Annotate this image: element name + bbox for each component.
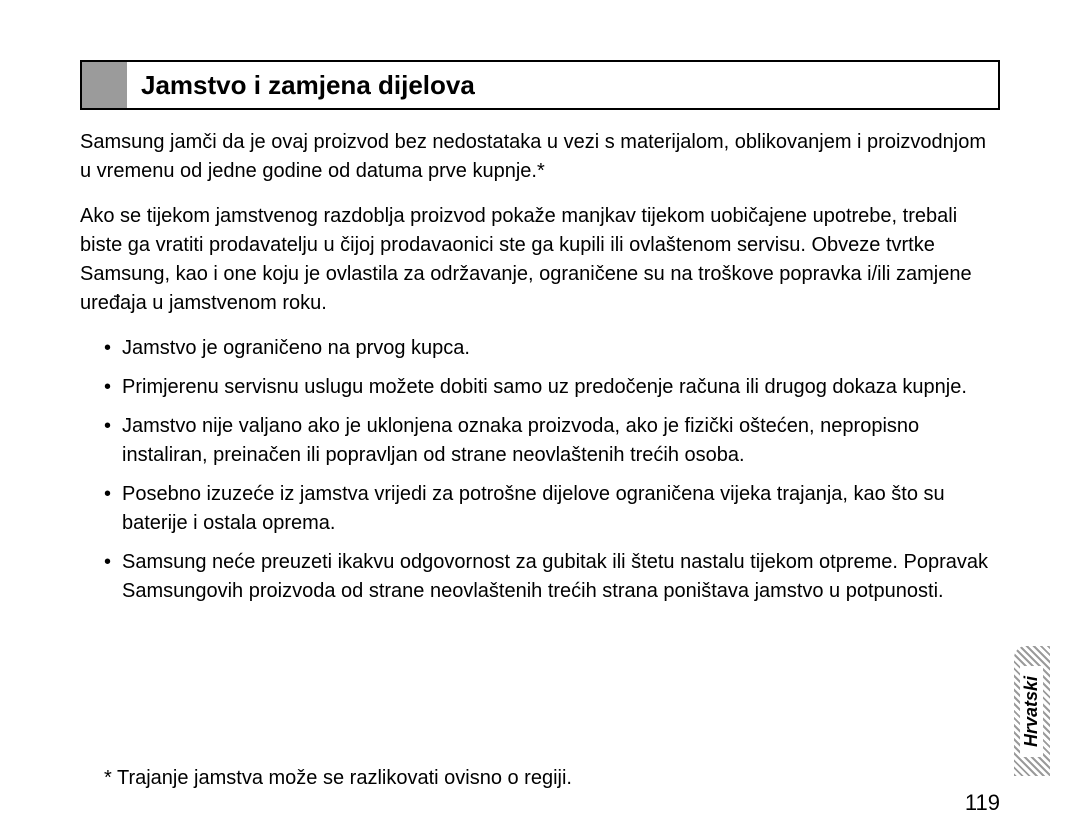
bullet-list: Jamstvo je ograničeno na prvog kupca. Pr…	[80, 334, 1000, 606]
list-item: Primjerenu servisnu uslugu možete dobiti…	[104, 373, 1000, 402]
list-item: Posebno izuzeće iz jamstva vrijedi za po…	[104, 480, 1000, 538]
section-heading: Jamstvo i zamjena dijelova	[127, 62, 475, 108]
footnote: * Trajanje jamstva može se razlikovati o…	[80, 767, 572, 790]
intro-paragraph-2: Ako se tijekom jamstvenog razdoblja proi…	[80, 202, 1000, 318]
list-item: Jamstvo je ograničeno na prvog kupca.	[104, 334, 1000, 363]
list-item: Jamstvo nije valjano ako je uklonjena oz…	[104, 412, 1000, 470]
intro-paragraph-1: Samsung jamči da je ovaj proizvod bez ne…	[80, 128, 1000, 186]
section-heading-box: Jamstvo i zamjena dijelova	[80, 60, 1000, 110]
language-tab: Hrvatski	[1014, 646, 1050, 776]
list-item: Samsung neće preuzeti ikakvu odgovornost…	[104, 548, 1000, 606]
language-tab-label: Hrvatski	[1021, 665, 1044, 756]
page-number: 119	[965, 790, 1000, 816]
heading-color-block	[82, 62, 127, 108]
